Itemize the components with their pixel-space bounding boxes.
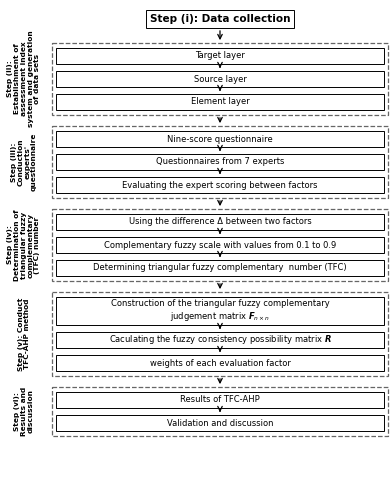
FancyBboxPatch shape [56, 355, 384, 371]
FancyBboxPatch shape [56, 214, 384, 230]
Text: Validation and discussion: Validation and discussion [167, 418, 273, 428]
Text: Caculating the fuzzy consistency possibility matrix $\boldsymbol{R}$: Caculating the fuzzy consistency possibi… [109, 334, 331, 346]
FancyBboxPatch shape [52, 387, 388, 436]
Text: Evaluating the expert scoring between factors: Evaluating the expert scoring between fa… [122, 180, 318, 190]
FancyBboxPatch shape [56, 392, 384, 408]
Text: Source layer: Source layer [194, 74, 247, 84]
Text: Questionnaires from 7 experts: Questionnaires from 7 experts [156, 158, 284, 166]
Text: Nine-score questionnaire: Nine-score questionnaire [167, 134, 273, 143]
FancyBboxPatch shape [56, 71, 384, 87]
FancyBboxPatch shape [52, 209, 388, 281]
Text: Step (v): Conduct
TFC-AHP method: Step (v): Conduct TFC-AHP method [18, 298, 30, 370]
FancyBboxPatch shape [56, 94, 384, 110]
FancyBboxPatch shape [56, 177, 384, 193]
Text: Step (vi):
Results and
discussion: Step (vi): Results and discussion [14, 387, 34, 436]
FancyBboxPatch shape [52, 43, 388, 115]
Text: Step (i): Data collection: Step (i): Data collection [150, 14, 290, 24]
FancyBboxPatch shape [56, 415, 384, 431]
FancyBboxPatch shape [56, 332, 384, 348]
Text: Results of TFC-AHP: Results of TFC-AHP [180, 396, 260, 404]
FancyBboxPatch shape [56, 297, 384, 325]
FancyBboxPatch shape [52, 126, 388, 198]
Text: Using the difference Δ between two factors: Using the difference Δ between two facto… [129, 218, 311, 226]
FancyBboxPatch shape [56, 260, 384, 276]
Text: Construction of the triangular fuzzy complementary
judgement matrix $\boldsymbol: Construction of the triangular fuzzy com… [111, 299, 329, 323]
Text: Step (iv):
Determination of
triangular fuzzy
complementary
(TFC) number: Step (iv): Determination of triangular f… [7, 209, 40, 281]
Text: Step (iii):
Conduction
experts'
questionnaire: Step (iii): Conduction experts' question… [11, 133, 37, 191]
Text: Target layer: Target layer [195, 52, 245, 60]
FancyBboxPatch shape [56, 48, 384, 64]
FancyBboxPatch shape [56, 131, 384, 147]
Text: Element layer: Element layer [191, 98, 249, 106]
Text: weights of each evaluation factor: weights of each evaluation factor [150, 358, 290, 368]
FancyBboxPatch shape [52, 292, 388, 376]
FancyBboxPatch shape [146, 10, 294, 28]
Text: Step (ii):
Establishment of
assessment index
system and generation
of data sets: Step (ii): Establishment of assessment i… [7, 30, 40, 128]
Text: Complementary fuzzy scale with values from 0.1 to 0.9: Complementary fuzzy scale with values fr… [104, 240, 336, 250]
FancyBboxPatch shape [56, 237, 384, 253]
FancyBboxPatch shape [56, 154, 384, 170]
Text: Determining triangular fuzzy complementary  number (TFC): Determining triangular fuzzy complementa… [93, 264, 347, 272]
